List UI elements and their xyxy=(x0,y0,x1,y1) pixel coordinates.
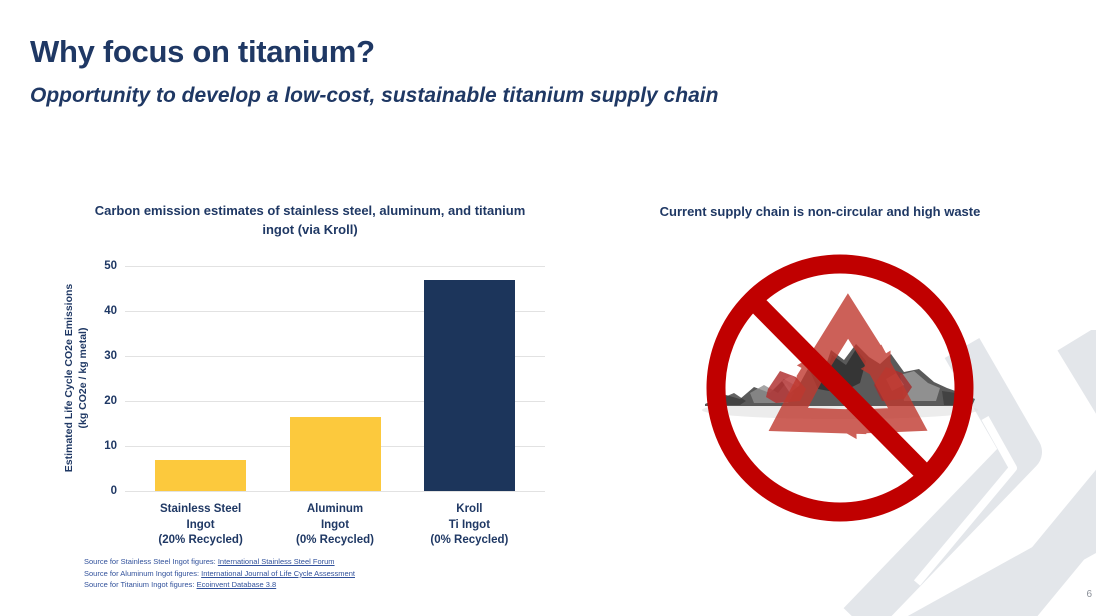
source-line: Source for Stainless Steel Ingot figures… xyxy=(84,556,355,568)
bar xyxy=(423,279,515,491)
y-tick-label: 30 xyxy=(104,350,117,362)
source-prefix: Source for Stainless Steel Ingot figures… xyxy=(84,557,218,566)
source-prefix: Source for Titanium Ingot figures: xyxy=(84,580,197,590)
source-line: Source for Titanium Ingot figures: Ecoin… xyxy=(84,579,355,591)
source-link[interactable]: International Journal of Life Cycle Asse… xyxy=(201,568,355,578)
y-axis-label-line1: Estimated Life Cycle CO2e Emissions xyxy=(62,283,75,473)
chart-title: Carbon emission estimates of stainless s… xyxy=(94,203,526,237)
gridline xyxy=(125,310,545,312)
slide-subtitle: Opportunity to develop a low-cost, susta… xyxy=(30,84,719,107)
y-axis-label: Estimated Life Cycle CO2e Emissions (kg … xyxy=(58,258,94,498)
page-number: 6 xyxy=(1086,589,1092,600)
y-tick-label: 10 xyxy=(104,440,117,452)
source-line: Source for Aluminum Ingot figures: Inter… xyxy=(84,568,355,580)
bar-chart-plot: 0 10 20 30 40 50 Stainless Steel Ingot (20% Re… xyxy=(104,260,545,546)
x-category-label: Kroll Ti Ingot (0% Recycled) xyxy=(430,503,509,547)
right-panel-title: Current supply chain is non-circular and… xyxy=(659,204,981,219)
chart-sources: Source for Stainless Steel Ingot figures… xyxy=(84,556,355,591)
y-tick-label: 40 xyxy=(104,305,117,317)
bar xyxy=(289,416,381,491)
source-prefix: Source for Aluminum Ingot figures: xyxy=(84,568,202,578)
source-link[interactable]: International Stainless Steel Forum xyxy=(217,557,335,566)
slide-title: Why focus on titanium? xyxy=(30,34,375,69)
y-tick-label: 20 xyxy=(104,395,117,407)
x-category-label: Stainless Steel Ingot (20% Recycled) xyxy=(158,503,243,547)
y-tick-label: 0 xyxy=(110,485,117,497)
gridline xyxy=(125,265,545,267)
source-link[interactable]: Ecoinvent Database 3.8 xyxy=(196,580,277,590)
gridline xyxy=(125,400,545,402)
no-recycling-image xyxy=(702,254,978,522)
bar xyxy=(155,459,247,491)
y-tick-label: 50 xyxy=(104,260,117,272)
gridline xyxy=(125,355,545,357)
gridline xyxy=(125,490,545,492)
x-category-label: Aluminum Ingot (0% Recycled) xyxy=(296,503,374,547)
y-axis-label-line2: (kg CO2e / kg metal) xyxy=(77,327,89,429)
